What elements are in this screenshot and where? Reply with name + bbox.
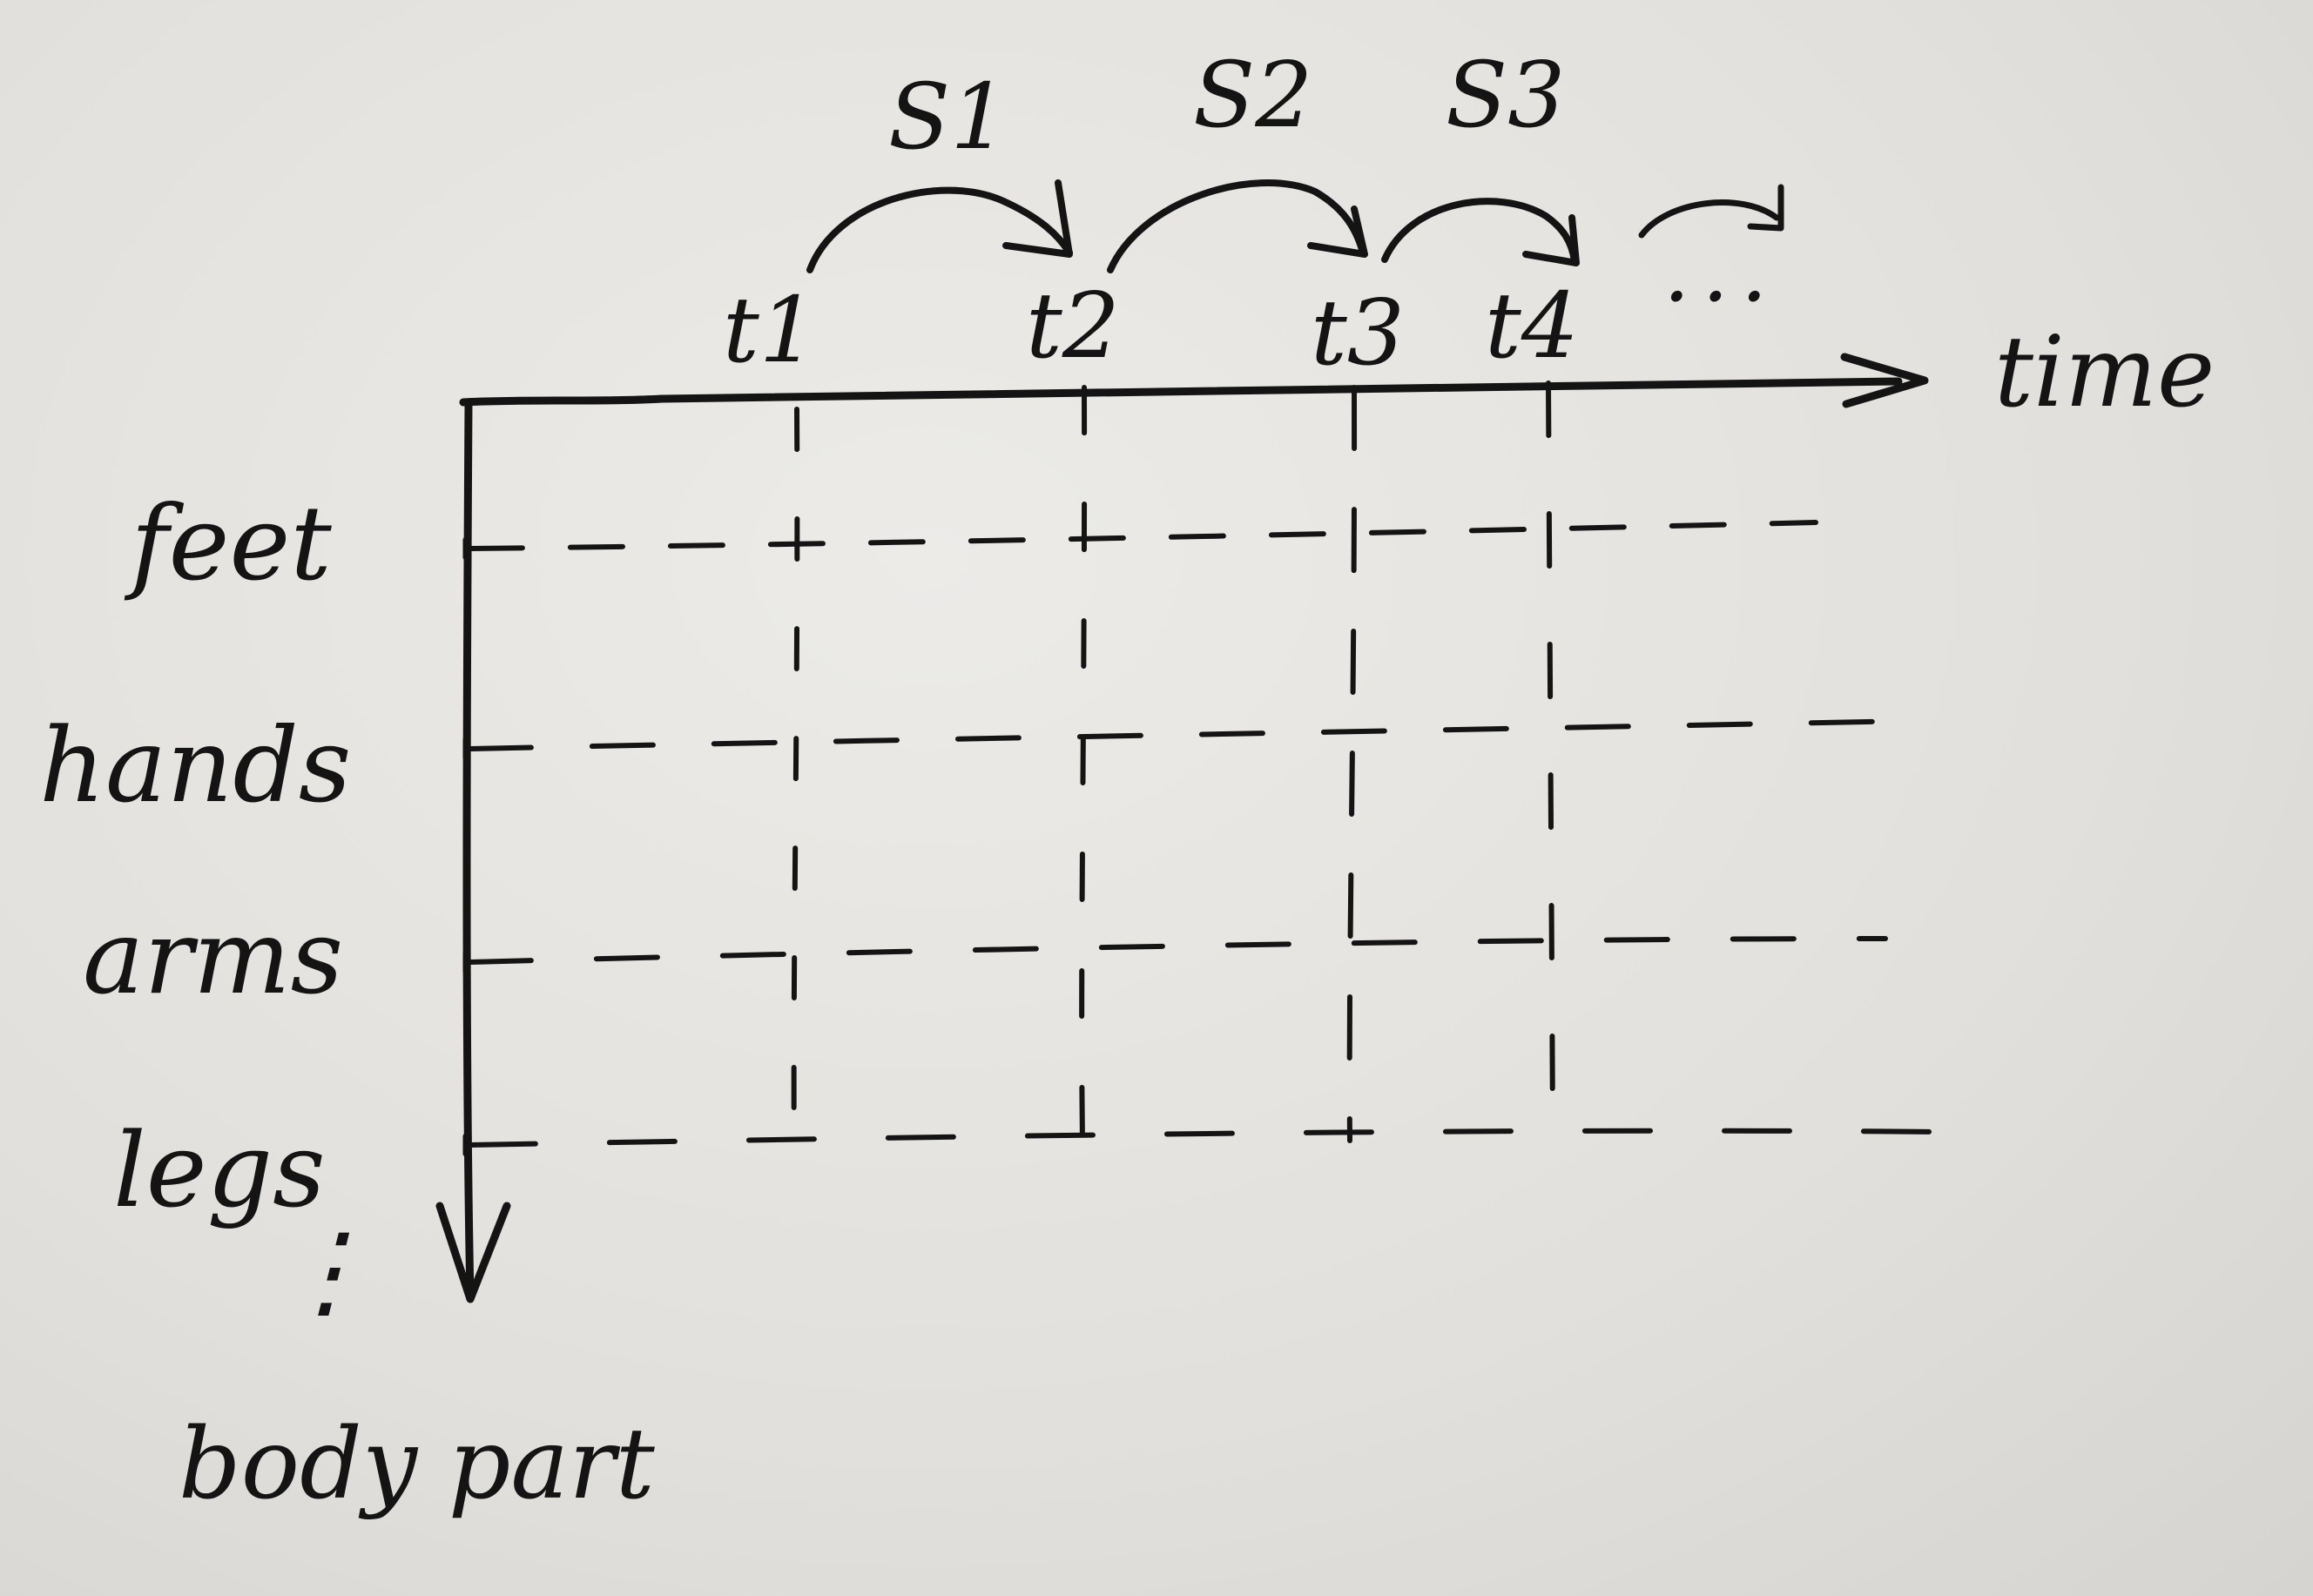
- grid-horizontal-legs: [468, 1128, 1949, 1148]
- grid-vertical-t4: [1546, 380, 1555, 1135]
- step-arc-s3-arrowhead: [1522, 214, 1580, 266]
- step-arc-s2: [1107, 179, 1366, 273]
- time-axis-arrowhead: [1840, 353, 1929, 408]
- time-label-t1: t1: [723, 277, 817, 383]
- time-axis-label: time: [1994, 316, 2215, 429]
- body-part-axis-line: [462, 398, 475, 1302]
- row-label-arms: arms: [83, 897, 343, 1017]
- grid-horizontal-arms: [468, 936, 1888, 965]
- step-arc-s1-arrowhead: [1002, 179, 1073, 258]
- rows-continuation-dots: ⋮: [274, 1210, 377, 1330]
- step-label-s3: S3: [1446, 42, 1565, 148]
- row-label-legs: legs: [113, 1110, 326, 1230]
- row-label-feet: feet: [124, 483, 332, 603]
- time-label-t2: t2: [1026, 273, 1120, 379]
- body-part-axis-label: body part: [179, 1408, 656, 1521]
- step-arc-s2-arrowhead: [1307, 205, 1368, 258]
- grid-vertical-t2: [1079, 385, 1088, 1143]
- body-part-axis-arrowhead: [435, 1202, 511, 1303]
- row-label-hands: hands: [39, 705, 351, 825]
- time-continuation-dots: ...: [1663, 223, 1780, 320]
- step-arc-s3: [1381, 198, 1578, 265]
- grid-vertical-t3: [1346, 385, 1358, 1143]
- time-axis-line: [459, 377, 1903, 407]
- step-arc-s1: [806, 186, 1073, 273]
- grid-horizontal-hands: [468, 718, 1910, 751]
- step-arc-continuation: [1638, 199, 1780, 239]
- grid-vertical-t1: [791, 407, 800, 1161]
- step-arc-continuation-arrowhead: [1747, 184, 1784, 232]
- time-label-t3: t3: [1311, 279, 1405, 386]
- time-label-t4: t4: [1485, 273, 1579, 379]
- step-label-s1: S1: [888, 64, 1008, 170]
- grid-horizontal-feet: [468, 520, 1818, 551]
- step-label-s2: S2: [1193, 42, 1312, 148]
